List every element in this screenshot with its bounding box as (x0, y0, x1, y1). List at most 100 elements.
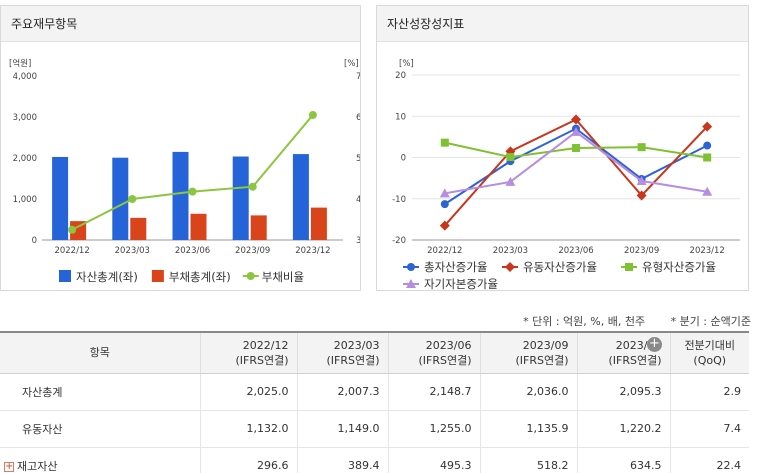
x-tick-label: 2023/12 (295, 246, 330, 256)
data-point (68, 225, 77, 234)
period-note: * 분기 : 순액기준 (670, 315, 751, 328)
financial-table: 항목 2022/12 (IFRS연결) 2023/03 (IFRS연결) 2023/… (0, 331, 749, 473)
cell-qoq: 22.4 (669, 447, 749, 473)
row-label: 유동자산 (0, 410, 200, 448)
y2-tick-label: 60 (356, 113, 360, 123)
y-tick-label: 3,000 (13, 113, 37, 123)
data-point (506, 153, 515, 162)
bar (130, 217, 147, 240)
legend-label: 부채총계(좌) (169, 270, 231, 284)
data-point (571, 114, 581, 125)
series-line (444, 127, 708, 205)
x-tick-label: 2022/12 (54, 246, 89, 256)
bar (292, 154, 309, 240)
x-tick-label: 2023/09 (235, 246, 270, 256)
x-tick-label: 2023/06 (175, 246, 210, 256)
asset-growth-chart: [%] -20 -10 0 10 20 2022/12 2023/03 2023/06 2023/… (392, 59, 740, 290)
legend-label: 총자산증가율 (424, 260, 487, 274)
data-point (636, 176, 647, 186)
table-row: 자산총계 2,025.0 2,007.3 2,148.7 2,036.0 2,0… (0, 373, 749, 411)
legend-label: 자산총계(좌) (76, 270, 138, 284)
expand-plus-icon[interactable]: + (4, 460, 14, 472)
data-point (188, 187, 197, 196)
legend-swatch (246, 272, 255, 280)
bar (52, 156, 69, 240)
cell: 389.4 (296, 447, 388, 473)
data-point (505, 262, 515, 272)
header-col-2022-12: 2022/12 (IFRS연결) (199, 331, 297, 374)
panel-title: 주요재무항목 (1, 6, 360, 42)
header-col-2023-06: 2023/06 (IFRS연결) (387, 331, 480, 374)
data-point (128, 195, 137, 203)
table-header-row: 항목 2022/12 (IFRS연결) 2023/03 (IFRS연결) 2023/… (0, 331, 749, 374)
legend-label: 유동자산증가율 (523, 260, 597, 274)
bar (70, 221, 87, 240)
data-point (571, 126, 581, 136)
data-point (406, 279, 416, 288)
table-row: 유동자산 1,132.0 1,149.0 1,255.0 1,135.9 1,2… (0, 410, 749, 448)
y-tick-label: 4,000 (13, 72, 37, 82)
asset-growth-panel: 자산성장성지표 [%] -20 -10 0 10 20 2022/12 2023/03 2023… (376, 5, 749, 291)
add-column-plus-icon[interactable]: + (647, 337, 662, 352)
y2-tick-label: 70 (356, 72, 360, 82)
x-tick-label: 2023/09 (624, 246, 659, 256)
bar (172, 151, 189, 240)
bar (112, 157, 129, 240)
data-point (703, 141, 712, 150)
financial-items-panel: 주요재무항목 [억원] [%] 0 1,000 2,000 3,000 4,000 30 40 5… (0, 5, 361, 291)
y-tick-label: 0 (401, 154, 406, 164)
legend-label: 부채비율 (262, 270, 304, 284)
legend-label: 유형자산증가율 (642, 260, 716, 274)
y2-tick-label: 40 (356, 195, 360, 205)
y2-tick-label: 30 (356, 236, 360, 246)
right-axis-unit: [%] (344, 59, 359, 69)
y-tick-label: 1,000 (13, 195, 37, 205)
series-line (71, 114, 314, 231)
data-point (439, 220, 450, 231)
cell: 1,135.9 (479, 410, 577, 448)
data-point (248, 182, 257, 191)
row-label-inventory: + 재고자산 (0, 447, 200, 473)
data-point (440, 138, 449, 147)
header-item: 항목 (0, 331, 200, 374)
y-tick-label: -10 (392, 195, 406, 205)
y2-tick-label: 50 (356, 154, 360, 164)
row-label[interactable]: 재고자산 (17, 459, 58, 473)
cell: 2,148.7 (387, 373, 480, 411)
table-row: + 재고자산 296.6 389.4 495.3 518.2 634.5 22.4 (0, 447, 749, 473)
bar (310, 207, 327, 240)
cell: 296.6 (199, 447, 297, 473)
financial-items-chart: [억원] [%] 0 1,000 2,000 3,000 4,000 30 40 50 60 70 20… (9, 58, 360, 284)
unit-note: * 단위 : 억원, %, 배, 천주 (523, 315, 646, 328)
cell: 1,149.0 (296, 410, 388, 448)
cell-qoq: 2.9 (669, 373, 749, 411)
bar (232, 156, 249, 240)
legend-swatch (59, 270, 71, 282)
cell: 2,095.3 (576, 373, 670, 411)
y-tick-label: 20 (395, 71, 406, 81)
data-point (439, 188, 450, 198)
cell: 1,220.2 (576, 410, 670, 448)
cell: 1,255.0 (387, 410, 480, 448)
cell-qoq: 7.4 (669, 410, 749, 448)
bar (250, 215, 267, 240)
cell: 518.2 (479, 447, 577, 473)
x-tick-label: 2022/12 (427, 246, 462, 256)
y-tick-label: 10 (395, 112, 406, 122)
x-tick-label: 2023/03 (115, 246, 150, 256)
header-qoq: 전분기대비 (QoQ) (669, 331, 749, 374)
legend-swatch (151, 270, 164, 282)
data-point (407, 263, 415, 271)
cell: 2,036.0 (479, 373, 577, 411)
data-point (702, 121, 713, 132)
header-col-2023-09: 2023/09 (IFRS연결) (479, 331, 577, 374)
data-point (637, 143, 646, 152)
table-notes: * 단위 : 억원, %, 배, 천주 * 분기 : 순액기준 (501, 313, 751, 329)
x-tick-label: 2023/12 (690, 246, 725, 256)
data-point (703, 153, 712, 162)
cell: 1,132.0 (199, 410, 297, 448)
x-tick-label: 2023/03 (493, 246, 528, 256)
y-tick-label: 2,000 (13, 154, 37, 164)
data-point (440, 200, 449, 209)
data-point (636, 190, 647, 201)
